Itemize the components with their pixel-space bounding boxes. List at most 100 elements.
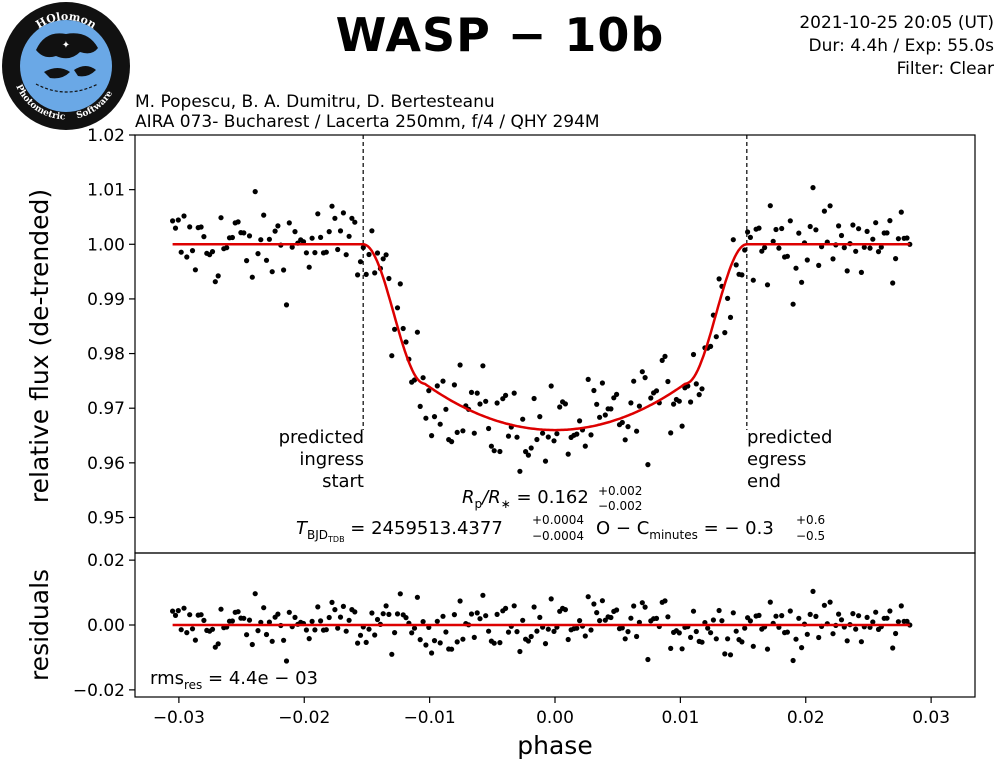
residual-point xyxy=(639,600,645,606)
residual-point xyxy=(747,618,754,624)
residual-point xyxy=(363,639,369,646)
residual-point xyxy=(599,598,606,604)
credits: M. Popescu, B. A. Dumitru, D. Bertestean… xyxy=(135,92,600,132)
flux-point xyxy=(861,244,867,250)
residual-point xyxy=(793,636,799,642)
flux-point xyxy=(562,401,569,407)
residual-point xyxy=(531,604,537,610)
flux-point xyxy=(821,208,828,214)
flux-point xyxy=(619,419,625,426)
residual-point xyxy=(850,611,856,617)
residual-point xyxy=(170,608,176,614)
residual-point xyxy=(548,596,554,602)
flux-point xyxy=(263,257,270,263)
flux-point xyxy=(779,225,785,232)
residual-point xyxy=(483,613,489,619)
flux-point xyxy=(648,395,654,401)
flux-point xyxy=(235,219,241,225)
flux-point xyxy=(864,228,870,234)
flux-point xyxy=(332,215,338,221)
flux-point xyxy=(594,401,600,407)
flux-point xyxy=(468,389,475,395)
flux-point xyxy=(170,218,176,224)
flux-point xyxy=(383,252,389,258)
residual-point xyxy=(201,617,207,624)
flux-point xyxy=(693,381,699,387)
residual-point xyxy=(266,619,272,625)
main-y-axis-label: relative flux (de-trended) xyxy=(25,189,54,503)
phase-x-axis: −0.03 −0.02 −0.01 0.00 0.01 0.02 0.03 xyxy=(153,697,950,728)
residual-point xyxy=(784,629,791,635)
residual-point xyxy=(750,643,756,649)
flux-point xyxy=(343,252,349,258)
chart-title: WASP − 10b xyxy=(335,8,665,62)
flux-point xyxy=(884,230,890,236)
residual-point xyxy=(873,609,879,615)
flux-point xyxy=(431,414,438,420)
flux-point xyxy=(708,343,714,349)
residual-point xyxy=(409,630,415,636)
residual-point xyxy=(468,611,475,617)
residual-point xyxy=(337,614,344,620)
residual-point xyxy=(286,609,292,615)
flux-point xyxy=(733,262,739,268)
flux-point xyxy=(281,267,287,273)
residual-point xyxy=(192,637,198,643)
flux-point xyxy=(355,272,361,278)
residual-point xyxy=(414,594,420,600)
flux-point xyxy=(816,262,822,268)
residual-point xyxy=(187,612,193,618)
flux-point xyxy=(337,228,344,234)
residual-point xyxy=(662,598,668,604)
mid-transit-time-lower-error: −0.0004 xyxy=(532,529,584,543)
flux-point xyxy=(249,274,255,280)
flux-point xyxy=(201,234,207,240)
flux-point xyxy=(551,438,557,444)
residual-point xyxy=(742,625,748,631)
residual-point xyxy=(790,657,796,664)
flux-point xyxy=(878,244,884,250)
residual-point xyxy=(503,605,509,612)
observation-datetime: 2021-10-25 20:05 (UT) xyxy=(799,13,994,33)
flux-point xyxy=(423,415,429,421)
flux-point xyxy=(449,439,455,445)
authors-line: M. Popescu, B. A. Dumitru, D. Bertestean… xyxy=(135,92,495,112)
main-y-tick-label: 0.99 xyxy=(87,290,125,310)
res-y-tick-label: 0.00 xyxy=(87,616,125,636)
flux-point xyxy=(668,430,674,436)
flux-point xyxy=(480,363,486,369)
flux-point xyxy=(397,281,403,287)
flux-point xyxy=(372,270,378,276)
flux-point xyxy=(836,223,842,229)
residual-point xyxy=(454,639,460,645)
residual-point xyxy=(411,625,418,631)
residual-point xyxy=(261,605,267,611)
residual-point xyxy=(597,618,603,624)
ingress-label-3: start xyxy=(322,471,364,492)
flux-point xyxy=(451,382,457,388)
flux-point xyxy=(209,249,216,255)
flux-point xyxy=(494,400,500,406)
residual-point xyxy=(423,642,429,648)
flux-point xyxy=(394,305,401,311)
residual-point xyxy=(486,628,492,634)
residual-point xyxy=(392,630,398,636)
residual-point xyxy=(511,603,517,609)
residual-point xyxy=(269,638,275,644)
residual-point xyxy=(665,614,671,620)
residual-point xyxy=(281,637,287,643)
residual-point xyxy=(491,640,497,646)
residual-point xyxy=(471,634,477,641)
residual-point xyxy=(258,619,264,625)
flux-point xyxy=(577,418,583,424)
flux-point xyxy=(326,229,332,235)
flux-point xyxy=(565,451,571,457)
flux-point xyxy=(471,430,477,436)
residual-point xyxy=(303,627,309,633)
main-y-tick-label: 1.02 xyxy=(87,126,125,146)
flux-point xyxy=(429,433,435,439)
residual-point xyxy=(477,616,483,622)
flux-point xyxy=(289,244,295,250)
residual-point xyxy=(787,608,793,614)
flux-point xyxy=(241,230,247,236)
